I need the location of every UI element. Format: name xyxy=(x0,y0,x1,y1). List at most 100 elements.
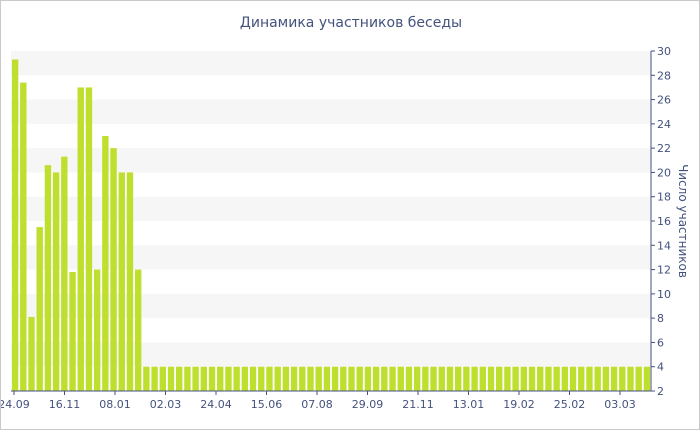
chart-title: Динамика участников беседы xyxy=(239,15,463,31)
bar xyxy=(282,366,290,391)
bar xyxy=(520,366,528,391)
bar xyxy=(85,87,93,391)
bar xyxy=(512,366,519,391)
bar xyxy=(151,366,158,391)
y-tick-label: 2 xyxy=(657,385,664,398)
bar xyxy=(413,366,421,391)
bar xyxy=(258,366,265,391)
bar xyxy=(241,366,249,391)
bar xyxy=(118,172,125,391)
bar xyxy=(594,366,601,391)
bar xyxy=(77,87,84,391)
y-tick-label: 12 xyxy=(657,264,671,277)
bar xyxy=(266,366,273,391)
grid-band xyxy=(11,342,651,367)
bar xyxy=(143,366,150,391)
y-tick-label: 20 xyxy=(657,166,671,179)
bar xyxy=(134,269,142,391)
bar xyxy=(479,366,486,391)
bar xyxy=(340,366,347,391)
y-tick-label: 22 xyxy=(657,142,671,155)
y-tick-label: 30 xyxy=(657,45,671,58)
x-tick-label: 02.03 xyxy=(150,398,182,411)
bar xyxy=(364,366,372,391)
bar xyxy=(290,366,298,391)
grid-band xyxy=(11,51,651,76)
bar xyxy=(381,366,388,391)
bar xyxy=(356,366,363,391)
bar xyxy=(167,366,175,391)
bar xyxy=(307,366,314,391)
bar xyxy=(44,165,52,391)
bar xyxy=(545,366,552,391)
bar xyxy=(389,366,396,391)
bar xyxy=(487,366,495,391)
bar xyxy=(217,366,224,391)
bar xyxy=(430,366,437,391)
grid-band xyxy=(11,245,651,270)
bar xyxy=(184,366,191,391)
bar xyxy=(454,366,462,391)
bar xyxy=(643,366,651,391)
x-tick-label: 19.02 xyxy=(503,398,535,411)
bar xyxy=(36,227,43,391)
bar xyxy=(348,366,355,391)
bar xyxy=(110,148,117,391)
bar xyxy=(372,366,380,391)
bar xyxy=(438,366,445,391)
y-tick-label: 6 xyxy=(657,336,664,349)
bar xyxy=(496,366,503,391)
bar xyxy=(463,366,470,391)
bar xyxy=(578,366,585,391)
x-tick-label: 03.03 xyxy=(604,398,636,411)
grid-band xyxy=(11,99,651,124)
bar xyxy=(331,366,339,391)
bar xyxy=(192,366,199,391)
x-tick-label: 25.02 xyxy=(554,398,586,411)
bar xyxy=(102,136,109,391)
bar xyxy=(504,366,511,391)
bar xyxy=(274,366,281,391)
bar xyxy=(528,366,536,391)
y-tick-label: 14 xyxy=(657,239,671,252)
y-tick-label: 24 xyxy=(657,118,671,131)
bar xyxy=(610,366,618,391)
bar xyxy=(569,366,577,391)
bar xyxy=(315,366,322,391)
y-tick-label: 16 xyxy=(657,215,671,228)
y-axis-title: Число участников xyxy=(676,164,690,278)
bar xyxy=(208,366,216,391)
bar xyxy=(602,366,610,391)
bar xyxy=(553,366,560,391)
y-tick-label: 8 xyxy=(657,312,664,325)
bar xyxy=(397,366,404,391)
grid-band xyxy=(11,196,651,221)
bar xyxy=(93,269,101,391)
x-tick-label: 16.11 xyxy=(49,398,81,411)
bar xyxy=(28,316,35,391)
x-tick-label: 13.01 xyxy=(453,398,485,411)
grid-band xyxy=(11,293,651,319)
bar xyxy=(619,366,626,391)
x-tick-label: 24.09 xyxy=(1,398,30,411)
bar xyxy=(471,366,478,391)
bar xyxy=(159,366,166,391)
bar xyxy=(249,366,257,391)
bar xyxy=(11,59,19,391)
x-tick-label: 15.06 xyxy=(251,398,283,411)
bar xyxy=(561,366,569,391)
y-tick-label: 28 xyxy=(657,69,671,82)
bar xyxy=(20,82,27,392)
bar xyxy=(233,366,240,391)
x-tick-label: 08.01 xyxy=(99,398,131,411)
bar xyxy=(405,366,413,391)
bar xyxy=(586,366,593,391)
bar xyxy=(627,366,634,391)
y-tick-label: 10 xyxy=(657,288,671,301)
bar xyxy=(299,366,306,391)
bar xyxy=(69,272,76,391)
x-tick-label: 21.11 xyxy=(402,398,434,411)
bar xyxy=(446,366,454,391)
